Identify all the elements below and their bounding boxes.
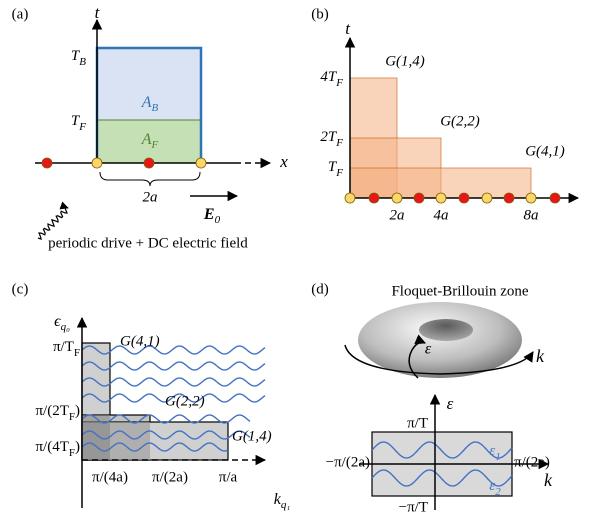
label: 4TF [320, 69, 343, 88]
label: TF [71, 113, 86, 132]
text-part: 0 [215, 214, 221, 226]
text-part: q₀ [61, 321, 71, 333]
overlap [82, 415, 110, 460]
yellow-site [436, 193, 446, 203]
drive-arrow [38, 207, 68, 239]
label: ϵq₀ [54, 313, 70, 333]
text-part: 2 [495, 486, 501, 498]
label: −π/T [399, 499, 428, 515]
red-site [459, 193, 469, 203]
panel-label: (b) [311, 6, 329, 22]
yellow-site [526, 193, 536, 203]
yellow-site [345, 193, 355, 203]
yellow-site [92, 158, 102, 168]
text-part: π/(4T [35, 439, 68, 455]
label: π/TF [53, 339, 80, 358]
text-part: ) [75, 439, 80, 455]
text-part: F [335, 167, 343, 179]
text-part: F [335, 137, 343, 149]
label: 2TF [320, 129, 343, 148]
text-part: E [203, 206, 215, 223]
yellow-site [196, 158, 206, 168]
label: π/(2a) [152, 469, 188, 485]
red-site [42, 158, 52, 168]
label: TF [328, 159, 343, 178]
label: periodic drive + DC electric field [48, 235, 248, 251]
panel-label: (a) [12, 6, 29, 22]
text-part: π/(2T [35, 403, 68, 419]
panel-label: (d) [311, 281, 329, 297]
panel-label: (c) [12, 281, 29, 297]
text-part: F [74, 347, 80, 359]
label: G(4,1) [525, 143, 565, 159]
label: 4a [434, 207, 449, 223]
text-part: B [79, 56, 86, 68]
label: π/(4a) [92, 469, 128, 485]
red-site [414, 193, 424, 203]
red-site [144, 158, 154, 168]
text-part: q₁ [281, 499, 291, 511]
label: kq₁ [274, 491, 291, 511]
label: G(4,1) [120, 333, 160, 349]
label: t [345, 19, 351, 38]
label: k [544, 470, 553, 490]
label: 8a [524, 207, 539, 223]
yellow-site [392, 193, 402, 203]
text-part: F [78, 121, 86, 133]
brace [100, 172, 200, 186]
label: π/T [407, 415, 428, 431]
red-site [504, 193, 514, 203]
label: G(2,2) [440, 113, 480, 129]
text-part: π/T [53, 339, 74, 355]
label: π/a [219, 469, 238, 485]
label: ε [447, 394, 454, 413]
text-part: 1 [495, 451, 501, 463]
label: 2a [143, 189, 158, 205]
yellow-site [482, 193, 492, 203]
label: TB [71, 48, 86, 67]
label: G(1,4) [232, 428, 272, 444]
label: 2a [390, 207, 405, 223]
text-part: ) [75, 403, 80, 419]
text-part: B [152, 102, 159, 114]
figure: (a)tTBTFABAFx2aE0periodic drive + DC ele… [0, 0, 597, 521]
red-site [550, 193, 560, 203]
text-part: F [151, 139, 159, 151]
torus-hole [419, 319, 473, 341]
label: x [279, 152, 288, 171]
label: k [536, 346, 545, 366]
label: ε [425, 341, 432, 358]
label: E0 [203, 206, 221, 226]
text-part: F [335, 77, 343, 89]
label: π/(2TF) [35, 403, 80, 422]
label: t [95, 3, 101, 22]
label: −π/(2a) [326, 454, 370, 470]
label: G(2,2) [165, 393, 205, 409]
label: π/(2a) [514, 454, 550, 470]
red-site [369, 193, 379, 203]
text-part: A [141, 131, 152, 148]
label: Floquet-Brillouin zone [391, 283, 528, 299]
label: π/(4TF) [35, 439, 80, 458]
label: G(1,4) [385, 53, 425, 69]
text-part: A [141, 94, 152, 111]
